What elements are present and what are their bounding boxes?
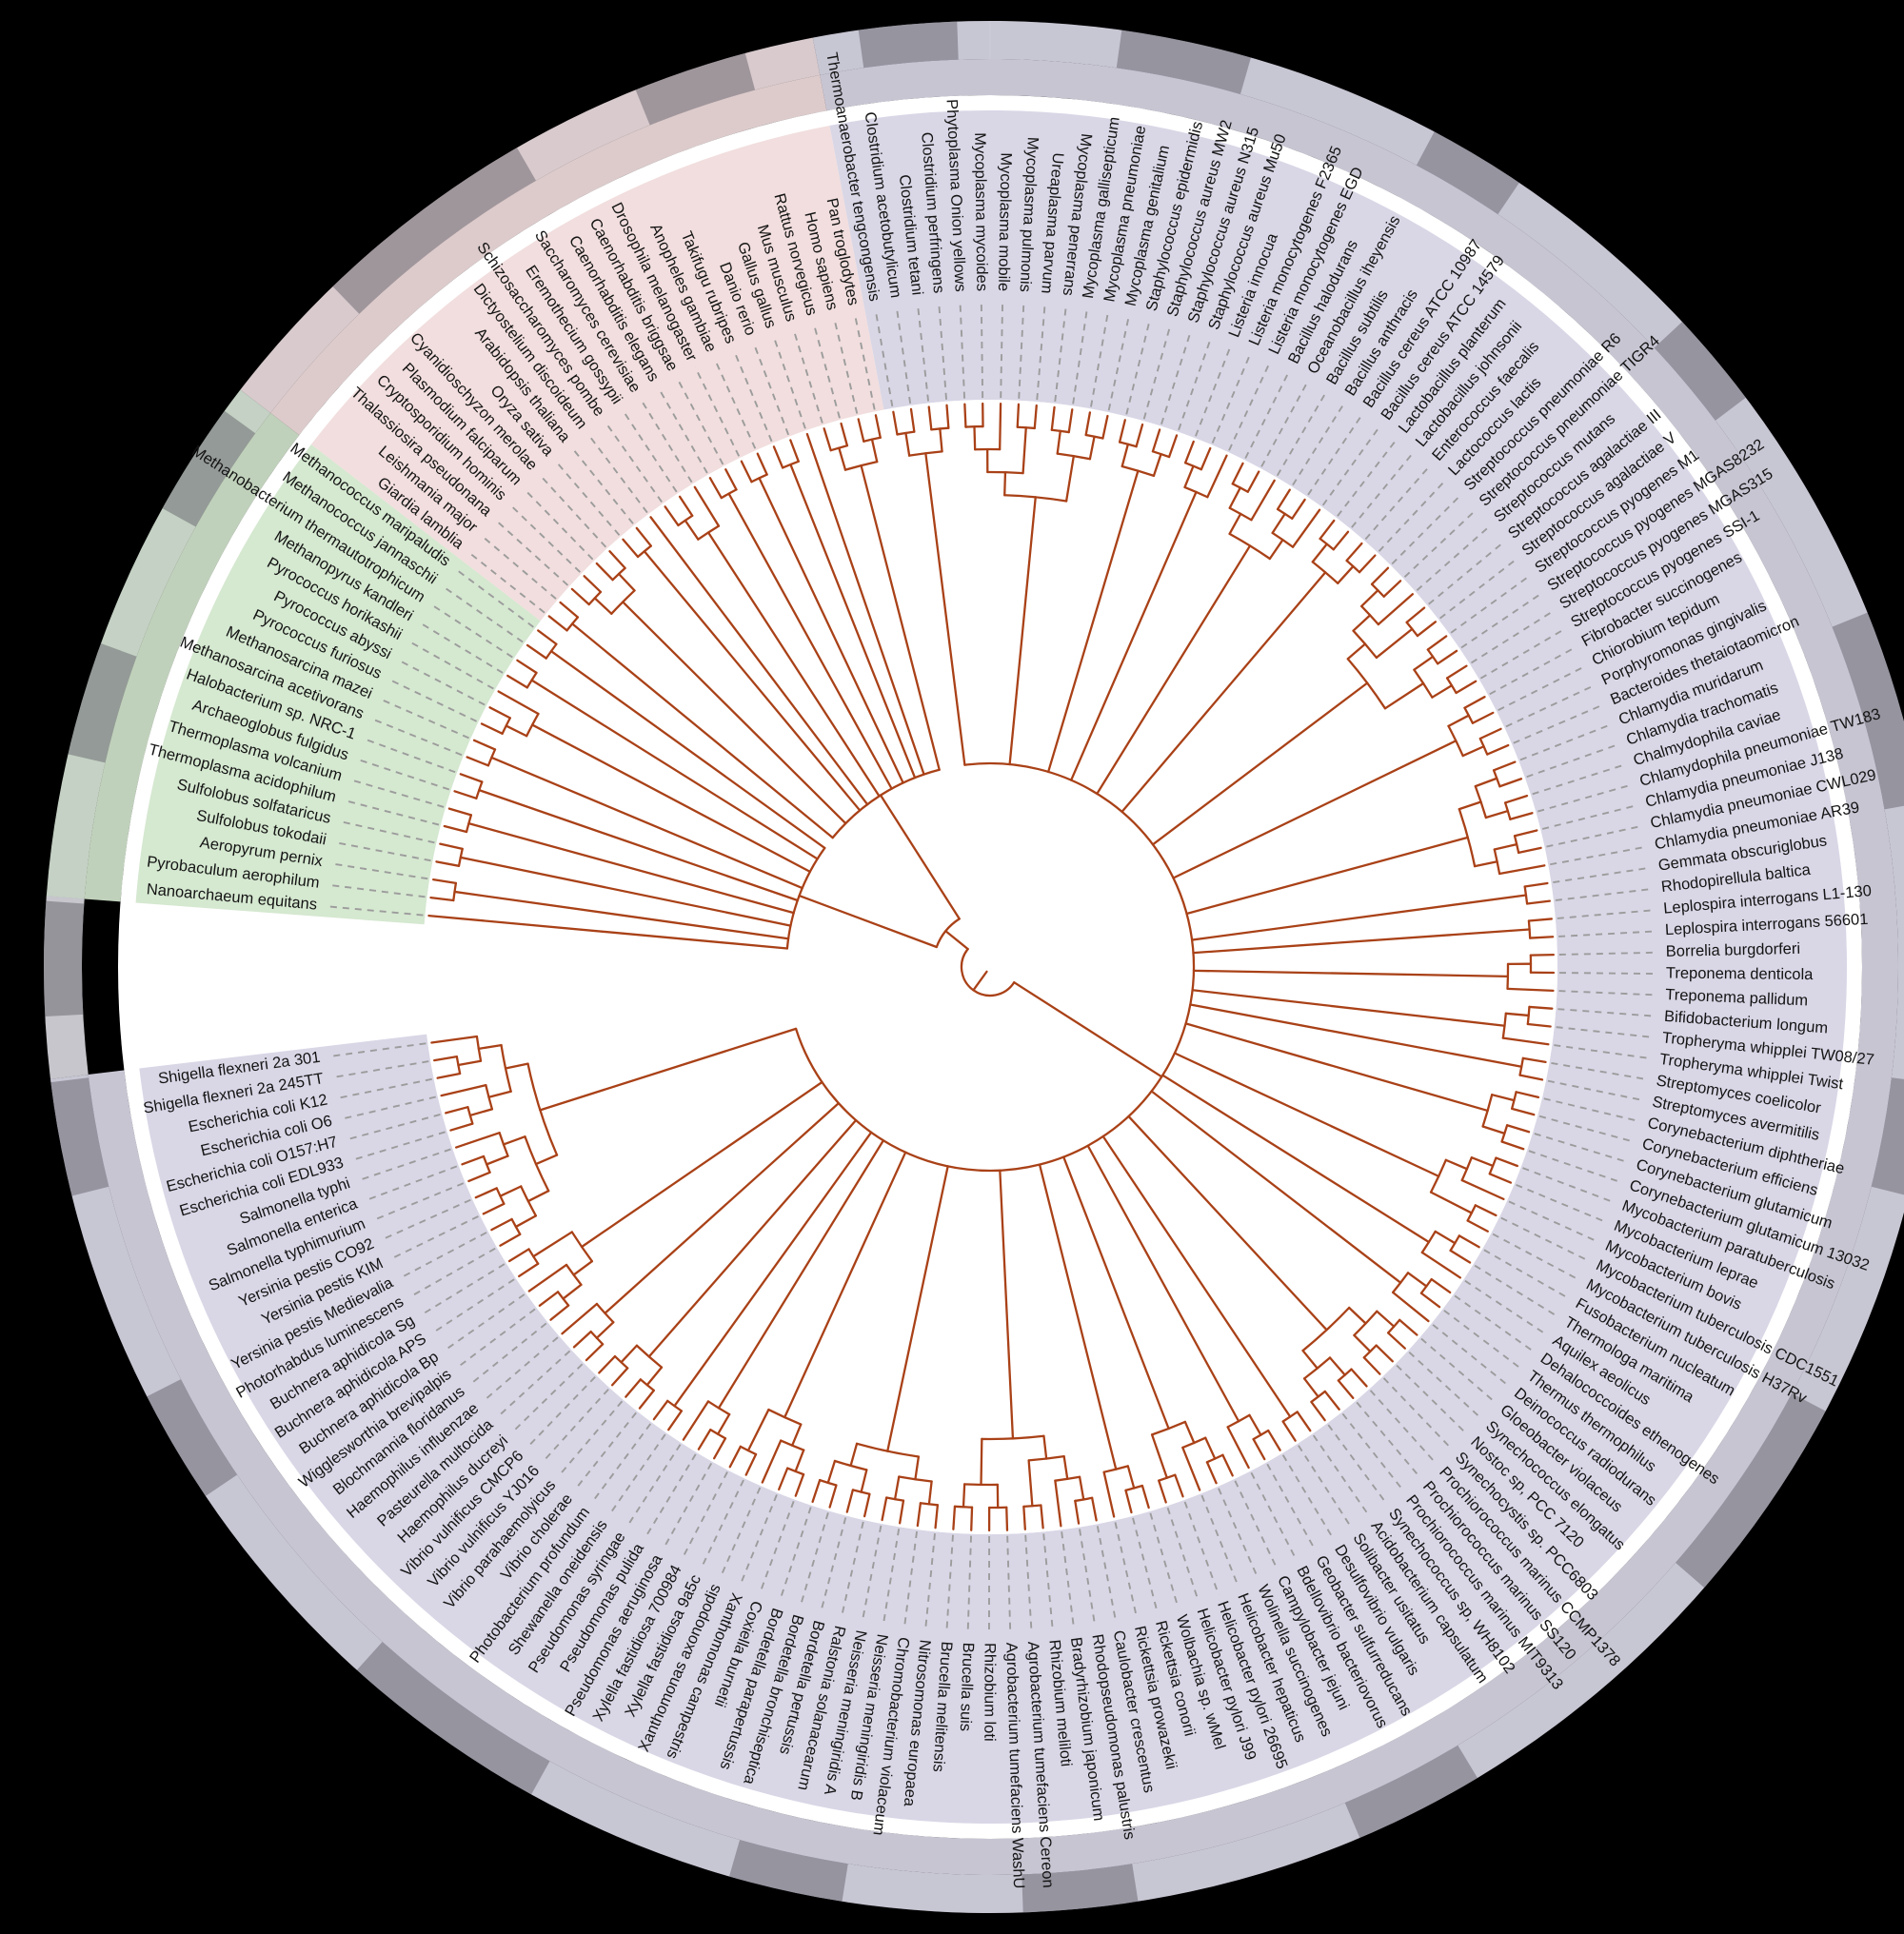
- taxon-label[interactable]: Mycoplasma mycoides: [971, 132, 990, 291]
- taxon-label[interactable]: Treponema denticola: [1666, 965, 1814, 984]
- segment-ring-dark-segment: [44, 901, 84, 1016]
- taxon-label[interactable]: Borrelia burgdorferi: [1666, 940, 1801, 960]
- outer-rings: [44, 21, 1904, 1913]
- taxon-label[interactable]: Brucella suis: [957, 1642, 977, 1731]
- taxon-label[interactable]: Rhizobium loti: [981, 1643, 998, 1742]
- circular-phylogenetic-tree: Thermoanaerobacter tengcongensisClostrid…: [38, 15, 1904, 1919]
- taxon-label[interactable]: Mycoplasma mobile: [995, 152, 1015, 291]
